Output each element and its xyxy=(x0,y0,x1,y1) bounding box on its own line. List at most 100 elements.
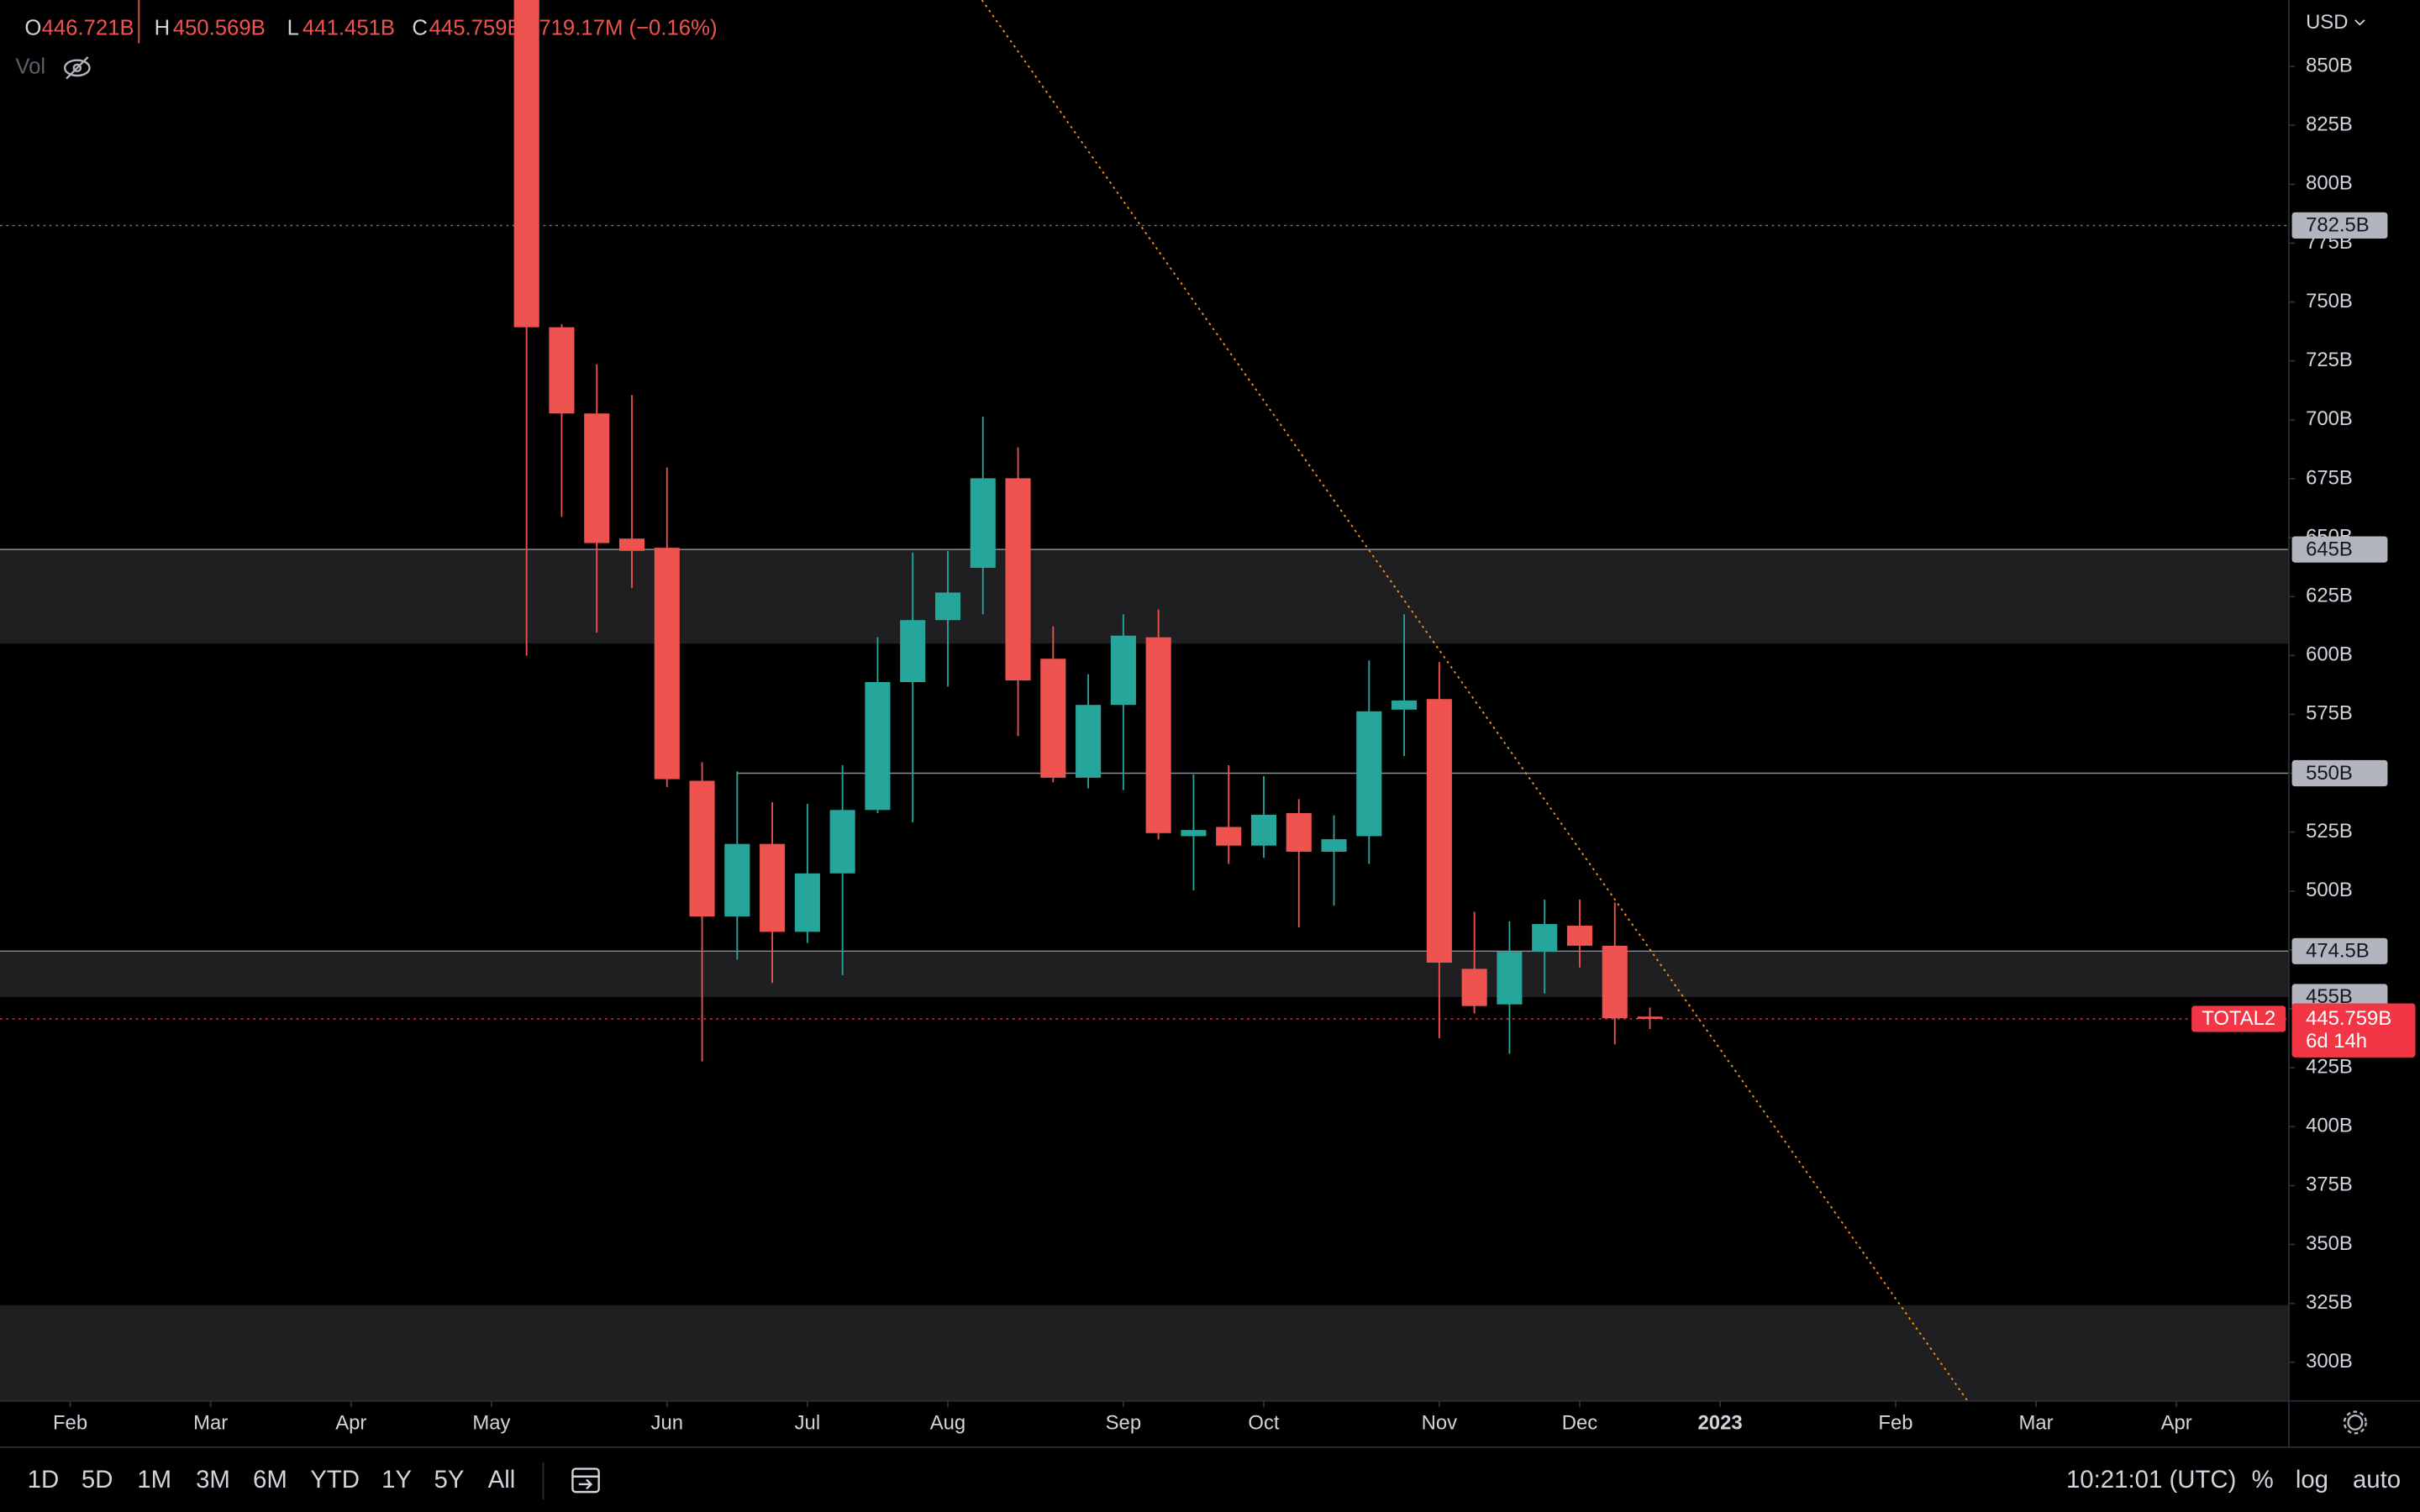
candle-body xyxy=(689,780,715,917)
y-tick-label: 850B xyxy=(2306,54,2353,76)
date-range-icon[interactable] xyxy=(571,1467,600,1494)
candle-body xyxy=(1005,478,1031,681)
x-tick-label: Sep xyxy=(1106,1412,1141,1435)
percent-toggle[interactable]: % xyxy=(2252,1466,2274,1494)
candle-body xyxy=(1216,827,1242,846)
volume-label[interactable]: Vol xyxy=(15,55,45,79)
y-tick-label: 500B xyxy=(2306,879,2353,901)
level-badge xyxy=(2291,937,2388,964)
axes xyxy=(0,0,2420,1448)
range-button[interactable]: 1D xyxy=(28,1466,60,1494)
legend-change: −719.17M (−0.16%) xyxy=(526,17,717,40)
trendline xyxy=(981,0,1969,1401)
candle-body xyxy=(1145,637,1171,833)
candle-body xyxy=(829,810,855,874)
level-badge xyxy=(2291,759,2388,787)
legend-low: 441.451B xyxy=(302,17,395,40)
level-badge xyxy=(2291,212,2388,239)
candle-body xyxy=(654,548,680,780)
x-tick-label: Aug xyxy=(930,1412,965,1435)
price-badge-value: 445.759B xyxy=(2306,1007,2391,1030)
x-tick-label: Mar xyxy=(2019,1412,2054,1435)
range-button[interactable]: YTD xyxy=(310,1466,360,1494)
range-button[interactable]: 6M xyxy=(253,1466,287,1494)
y-tick-label: 825B xyxy=(2306,113,2353,136)
y-tick-label: 725B xyxy=(2306,349,2353,371)
price-badge-countdown: 6d 14h xyxy=(2306,1030,2367,1053)
level-badge xyxy=(2291,536,2388,563)
x-tick-label: Apr xyxy=(2161,1412,2192,1435)
hide-icon[interactable] xyxy=(63,56,91,80)
plot-area xyxy=(0,0,2289,1401)
candle-body xyxy=(1250,814,1277,846)
x-tick-label: Nov xyxy=(1422,1412,1458,1435)
candle-body xyxy=(1110,635,1136,706)
candle-body xyxy=(760,843,786,932)
x-tick-label: Apr xyxy=(335,1412,366,1435)
y-tick-label: 325B xyxy=(2306,1291,2353,1314)
candle-body xyxy=(1497,952,1523,1005)
price-badge xyxy=(2291,1003,2416,1058)
x-tick-label: 2023 xyxy=(1698,1412,1743,1435)
legend-close-label: C xyxy=(412,17,428,40)
zone xyxy=(0,951,2289,998)
candle-body xyxy=(900,620,926,682)
y-tick-label: 375B xyxy=(2306,1173,2353,1196)
candle-body xyxy=(1566,926,1593,946)
currency[interactable]: USD xyxy=(2306,11,2348,34)
range-button[interactable]: 5D xyxy=(82,1466,113,1494)
range-button[interactable]: 5Y xyxy=(434,1466,465,1494)
candle-body xyxy=(1356,711,1382,837)
y-tick-label: 300B xyxy=(2306,1350,2353,1373)
legend-open-label: O xyxy=(24,17,41,40)
legend-high-label: H xyxy=(155,17,171,40)
range-button[interactable]: 1Y xyxy=(381,1466,412,1494)
legend-low-label: L xyxy=(287,17,299,40)
candle-body xyxy=(618,538,645,551)
candle-body xyxy=(1286,812,1312,852)
y-tick-label: 675B xyxy=(2306,466,2353,489)
legend-high: 450.569B xyxy=(173,17,266,40)
range-button[interactable]: 1M xyxy=(137,1466,171,1494)
x-tick-label: Feb xyxy=(1878,1412,1912,1435)
y-tick-label: 425B xyxy=(2306,1055,2353,1078)
candle-body xyxy=(934,592,961,621)
x-tick-label: Feb xyxy=(53,1412,87,1435)
y-tick-label: 700B xyxy=(2306,407,2353,430)
auto-toggle[interactable]: auto xyxy=(2353,1466,2401,1494)
x-tick-label: Oct xyxy=(1248,1412,1279,1435)
log-toggle[interactable]: log xyxy=(2296,1466,2328,1494)
symbol-badge xyxy=(2191,1005,2286,1032)
candle-body xyxy=(513,0,539,328)
y-tick-label: 525B xyxy=(2306,820,2353,843)
currency-caret xyxy=(2354,19,2365,26)
y-tick-label: 600B xyxy=(2306,643,2353,666)
y-tick-label: 575B xyxy=(2306,702,2353,725)
candle-body xyxy=(1461,969,1487,1006)
range-button[interactable]: 3M xyxy=(196,1466,230,1494)
candle-body xyxy=(549,327,575,414)
legend-open: 446.721B xyxy=(42,17,134,40)
level-badge-label: 550B xyxy=(2306,762,2353,785)
candle-body xyxy=(584,413,610,543)
settings-icon[interactable] xyxy=(2343,1410,2367,1435)
candle-body xyxy=(1532,924,1558,953)
clock: 10:21:01 (UTC) xyxy=(2066,1466,2236,1494)
candle-body xyxy=(1181,830,1207,837)
level-badge-label: 782.5B xyxy=(2306,214,2370,237)
candle-body xyxy=(1637,1016,1663,1019)
range-button[interactable]: All xyxy=(488,1466,516,1494)
x-tick-label: Jun xyxy=(651,1412,683,1435)
candle-body xyxy=(865,681,891,811)
candle-body xyxy=(970,478,996,568)
candle-body xyxy=(1321,839,1347,852)
zone xyxy=(0,1305,2289,1401)
y-tick-label: 400B xyxy=(2306,1115,2353,1137)
y-tick-label: 750B xyxy=(2306,290,2353,312)
x-tick-label: Dec xyxy=(1562,1412,1598,1435)
candle-body xyxy=(794,873,820,932)
zone xyxy=(0,549,2289,644)
candle-body xyxy=(1392,700,1418,710)
